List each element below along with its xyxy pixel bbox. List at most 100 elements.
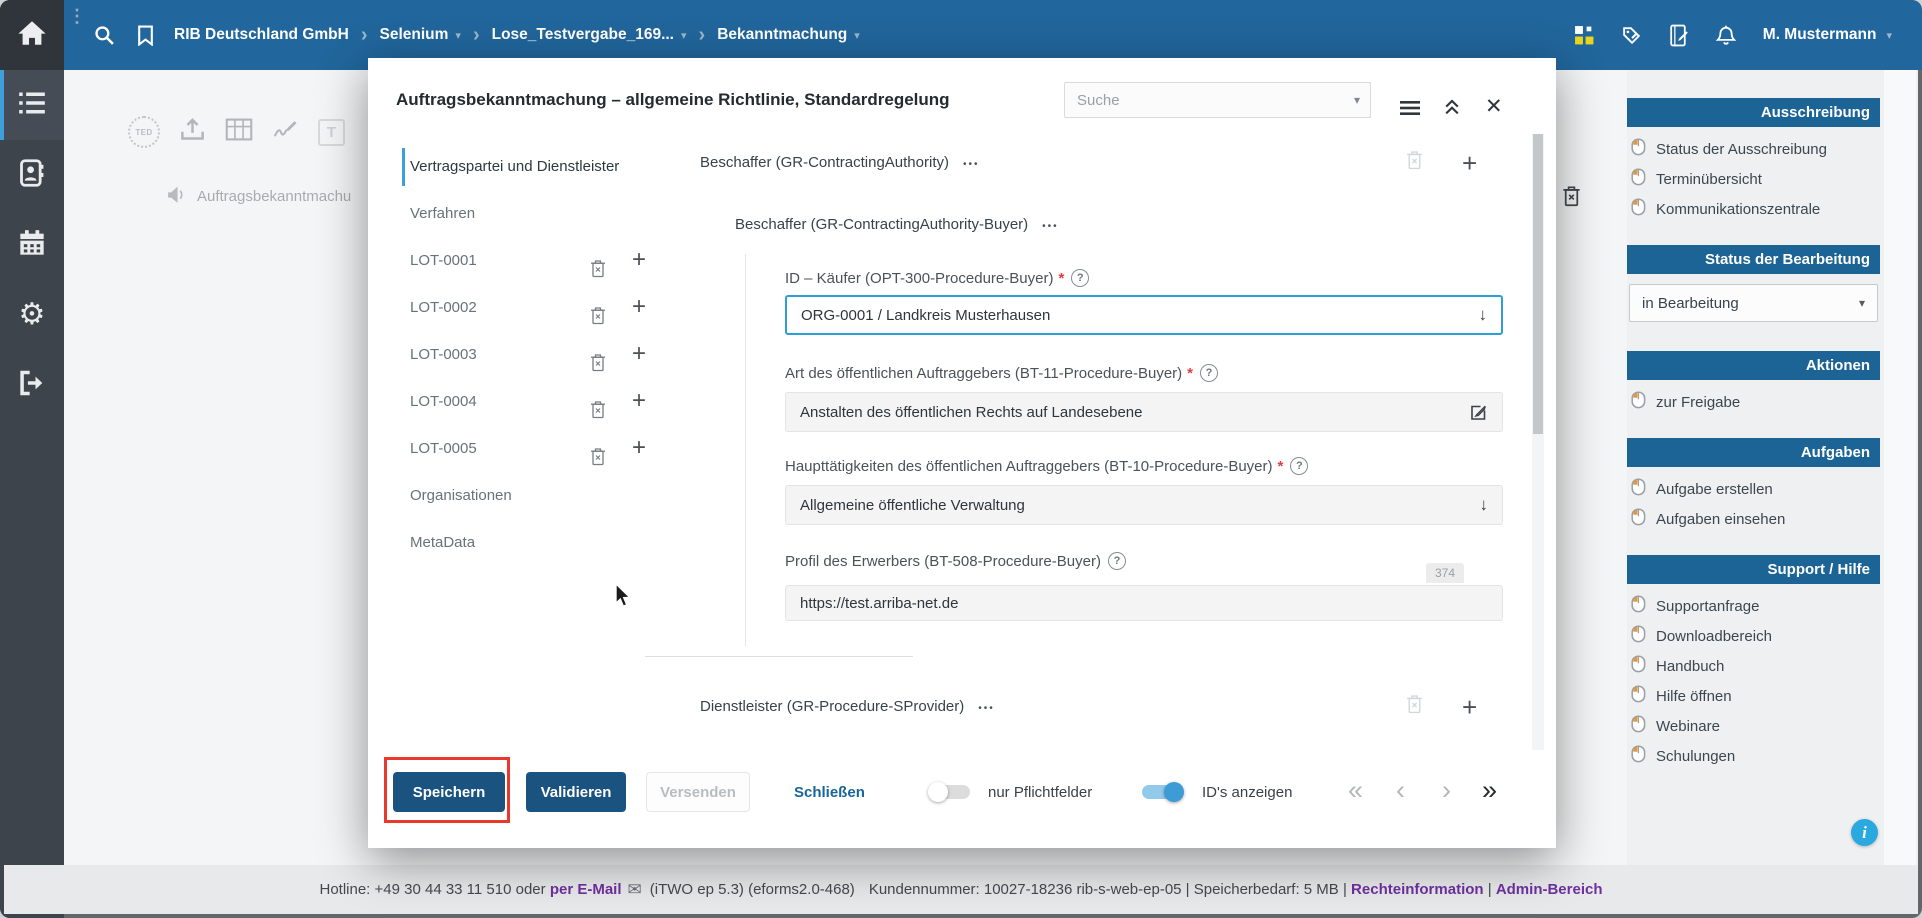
panel-link-label: Terminübersicht	[1656, 170, 1762, 188]
mouse-icon	[1631, 478, 1646, 500]
add-lot-icon[interactable]: +	[632, 293, 647, 320]
email-link[interactable]: per E-Mail	[549, 881, 622, 898]
panel-link-kommunikationszentrale[interactable]: Kommunikationszentrale	[1627, 194, 1880, 224]
required-only-toggle[interactable]	[928, 782, 970, 802]
dropdown-arrow-icon[interactable]: ↓	[1479, 495, 1489, 514]
panel-link-supportanfrage[interactable]: Supportanfrage	[1627, 591, 1880, 621]
rail-item-calendar[interactable]	[0, 210, 64, 280]
panel-link-terminuebersicht[interactable]: Terminübersicht	[1627, 164, 1880, 194]
home-icon	[17, 20, 47, 51]
validate-button[interactable]: Validieren	[526, 772, 626, 812]
journal-edit-icon[interactable]	[1668, 24, 1689, 47]
breadcrumb-item-procedure[interactable]: Lose_Testvergabe_169...	[491, 26, 674, 43]
last-page-icon[interactable]: »	[1482, 774, 1498, 805]
add-lot-icon[interactable]: +	[632, 434, 647, 461]
dialog-nav-lot-0005[interactable]: LOT-0005 +	[368, 426, 668, 472]
info-button[interactable]: i	[1851, 819, 1878, 846]
panel-link-aufgabe-erstellen[interactable]: Aufgabe erstellen	[1627, 474, 1880, 504]
delete-lot-icon[interactable]	[590, 298, 606, 344]
previous-page-icon[interactable]: ‹	[1396, 774, 1405, 805]
panel-link-webinare[interactable]: Webinare	[1627, 711, 1880, 741]
show-ids-toggle[interactable]	[1142, 782, 1184, 802]
user-menu[interactable]: M. Mustermann	[1762, 26, 1877, 43]
panel-link-zur-freigabe[interactable]: zur Freigabe	[1627, 387, 1880, 417]
close-dialog-link[interactable]: Schließen	[794, 783, 865, 801]
panel-link-handbuch[interactable]: Handbuch	[1627, 651, 1880, 681]
delete-lot-icon[interactable]	[590, 439, 606, 485]
help-icon[interactable]: ?	[1200, 364, 1218, 382]
panel-link-label: Kommunikationszentrale	[1656, 200, 1821, 218]
required-marker: *	[1277, 457, 1284, 475]
admin-link[interactable]: Admin-Bereich	[1495, 881, 1603, 898]
add-lot-icon[interactable]: +	[632, 246, 647, 273]
dropdown-arrow-icon[interactable]: ↓	[1478, 305, 1488, 324]
menu-icon[interactable]	[1400, 100, 1420, 121]
panel-link-hilfe-oeffnen[interactable]: Hilfe öffnen	[1627, 681, 1880, 711]
rail-item-settings[interactable]: ⚙	[0, 280, 64, 350]
rail-item-logout[interactable]	[0, 350, 64, 420]
group-overflow-menu[interactable]: •••	[1042, 220, 1059, 232]
dialog-nav-metadata[interactable]: MetaData	[368, 520, 668, 566]
panel-link-downloadbereich[interactable]: Downloadbereich	[1627, 621, 1880, 651]
dialog-nav-vertragspartei[interactable]: Vertragspartei und Dienstleister	[368, 144, 668, 190]
bookmark-icon[interactable]	[137, 25, 154, 46]
dialog-nav-organisationen[interactable]: Organisationen	[368, 473, 668, 519]
panel-link-aufgaben-einsehen[interactable]: Aufgaben einsehen	[1627, 504, 1880, 534]
delete-notice-icon[interactable]	[1562, 185, 1581, 212]
add-lot-icon[interactable]: +	[632, 340, 647, 367]
collapse-all-icon[interactable]	[1442, 98, 1462, 122]
close-icon[interactable]: ✕	[1485, 95, 1503, 118]
delete-lot-icon[interactable]	[590, 251, 606, 297]
field-haupttaetigkeiten[interactable]: Allgemeine öffentliche Verwaltung ↓	[785, 485, 1503, 525]
group-contracting-authority: Beschaffer (GR-ContractingAuthority) •••	[700, 154, 980, 171]
help-icon[interactable]: ?	[1107, 552, 1126, 570]
panel-link-status-ausschreibung[interactable]: Status der Ausschreibung	[1627, 134, 1880, 164]
label-text: ID – Käufer (OPT-300-Procedure-Buyer)	[785, 269, 1054, 287]
chevron-down-icon[interactable]: ▾	[681, 29, 687, 42]
dialog-nav-lot-0002[interactable]: LOT-0002 +	[368, 285, 668, 331]
breadcrumb-item-selenium[interactable]: Selenium	[379, 26, 449, 43]
send-button[interactable]: Versenden	[646, 772, 750, 812]
rights-link[interactable]: Rechteinformation	[1351, 881, 1484, 898]
delete-lot-icon[interactable]	[590, 392, 606, 438]
home-button[interactable]	[0, 0, 64, 70]
help-icon[interactable]: ?	[1071, 269, 1090, 287]
bell-icon[interactable]	[1715, 24, 1737, 47]
first-page-icon[interactable]: «	[1348, 774, 1364, 805]
group-overflow-menu[interactable]: •••	[963, 158, 980, 170]
breadcrumb-item-bekanntmachung[interactable]: Bekanntmachung	[717, 26, 848, 43]
next-page-icon[interactable]: ›	[1442, 774, 1451, 805]
mouse-icon	[1631, 508, 1646, 530]
rail-item-contacts[interactable]	[0, 140, 64, 210]
rail-item-lists[interactable]	[0, 70, 64, 140]
group-overflow-menu[interactable]: •••	[978, 702, 995, 714]
overflow-menu-icon[interactable]: ⋮	[68, 6, 86, 26]
dialog-nav-lot-0004[interactable]: LOT-0004 +	[368, 379, 668, 425]
chevron-down-icon[interactable]: ▾	[854, 29, 860, 42]
search-icon[interactable]	[94, 25, 115, 46]
hotline-text: Hotline: +49 30 44 33 11 510 oder	[319, 881, 546, 898]
save-button[interactable]: Speichern	[393, 772, 505, 812]
chevron-down-icon[interactable]: ▾	[1886, 29, 1892, 42]
chevron-down-icon[interactable]: ▾	[455, 29, 461, 42]
chevron-down-icon[interactable]: ▾	[1353, 93, 1360, 107]
add-lot-icon[interactable]: +	[632, 387, 647, 414]
tag-edit-icon[interactable]	[1621, 25, 1642, 46]
dialog-nav-verfahren[interactable]: Verfahren	[368, 191, 668, 237]
apps-grid-icon[interactable]	[1574, 25, 1595, 46]
add-group-icon[interactable]: +	[1462, 692, 1478, 722]
help-icon[interactable]: ?	[1290, 457, 1309, 475]
add-group-icon[interactable]: +	[1462, 148, 1478, 178]
field-id-kaeufer[interactable]: ORG-0001 / Landkreis Musterhausen ↓	[785, 295, 1503, 335]
dialog-scrollbar-thumb[interactable]	[1533, 134, 1543, 434]
delete-lot-icon[interactable]	[590, 345, 606, 391]
dialog-nav-lot-0001[interactable]: LOT-0001 +	[368, 238, 668, 284]
field-art-auftraggeber[interactable]: Anstalten des öffentlichen Rechts auf La…	[785, 392, 1503, 432]
panel-link-schulungen[interactable]: Schulungen	[1627, 741, 1880, 771]
field-profil-erwerber[interactable]: https://test.arriba-net.de	[785, 585, 1503, 621]
edit-icon[interactable]	[1469, 403, 1488, 422]
search-input[interactable]	[1065, 91, 1354, 109]
status-dropdown[interactable]: in Bearbeitung ▾	[1629, 284, 1878, 322]
dialog-nav-lot-0003[interactable]: LOT-0003 +	[368, 332, 668, 378]
breadcrumb-company[interactable]: RIB Deutschland GmbH	[174, 26, 349, 43]
